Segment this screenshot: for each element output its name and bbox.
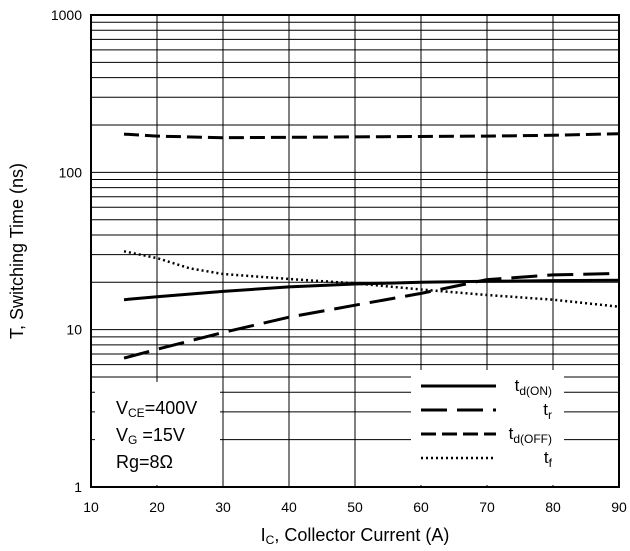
x-tick-label: 90 [611, 499, 627, 515]
grid [91, 15, 619, 487]
legend-label-td_off: td(OFF) [509, 424, 552, 446]
x-tick-label: 40 [281, 499, 297, 515]
x-tick-label: 60 [413, 499, 429, 515]
x-tick-label: 70 [479, 499, 495, 515]
x-tick-label: 50 [347, 499, 363, 515]
y-tick-label: 1000 [51, 7, 82, 23]
axis-labels: IC, Collector Current (A) T, Switching Ti… [7, 163, 449, 547]
legend-label-td_on: td(ON) [515, 376, 552, 398]
series-line-td_off [123, 132, 620, 140]
series-line-td_on [123, 278, 620, 302]
legend-box [411, 370, 564, 485]
x-tick-label: 10 [83, 499, 99, 515]
legend-label-tf: tf [544, 448, 553, 470]
y-tick-label: 1 [74, 479, 82, 495]
plot-frame [90, 14, 620, 488]
plot-area-border [90, 14, 620, 488]
condition-text: VCE=400V [116, 398, 197, 420]
series-lines [123, 132, 620, 360]
series-line-tf [123, 250, 620, 308]
legend-label-tr: tr [543, 400, 552, 422]
conditions-box [95, 382, 220, 485]
x-tick-label: 30 [215, 499, 231, 515]
y-tick-label: 10 [66, 322, 82, 338]
y-tick-label: 100 [59, 164, 83, 180]
y-axis-label: T, Switching Time (ns) [7, 163, 27, 339]
condition-text: Rg=8Ω [116, 452, 173, 472]
x-tick-label: 80 [545, 499, 561, 515]
x-tick-label: 20 [149, 499, 165, 515]
condition-text: VG =15V [116, 425, 185, 447]
series-line-tr [123, 271, 620, 360]
x-axis-label: IC, Collector Current (A) [261, 525, 450, 547]
